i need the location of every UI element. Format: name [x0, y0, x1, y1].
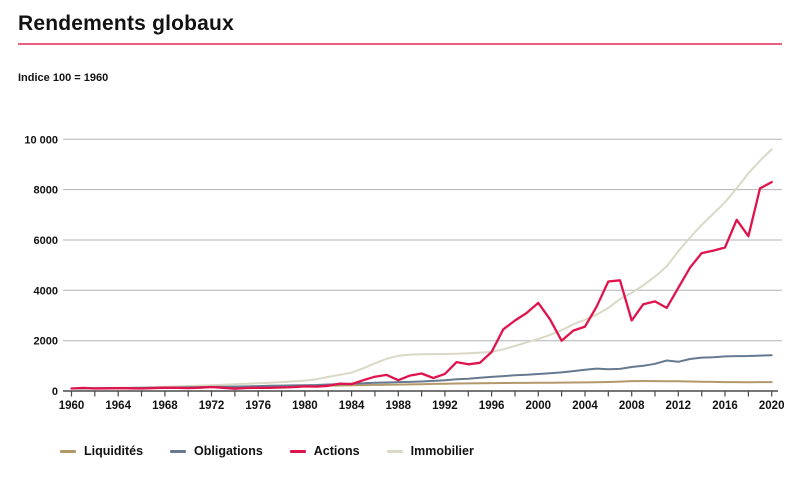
y-axis-tick-label: 6000: [34, 235, 58, 247]
x-axis-tick-label: 1960: [59, 400, 85, 412]
x-axis-tick-label: 2016: [712, 400, 738, 412]
legend-item-liquidites: Liquidités: [60, 444, 143, 458]
x-axis-tick-label: 2004: [572, 400, 598, 412]
x-axis-tick-label: 1984: [339, 400, 365, 412]
x-axis-tick-label: 1976: [245, 400, 271, 412]
legend-label: Immobilier: [410, 444, 474, 458]
series-line-immobilier: [70, 148, 773, 390]
chart-legend: Liquidités Obligations Actions Immobilier: [60, 444, 474, 458]
legend-item-immobilier: Immobilier: [386, 444, 474, 458]
x-axis-tick-label: 1964: [105, 400, 131, 412]
legend-item-obligations: Obligations: [170, 444, 263, 458]
page-title: Rendements globaux: [18, 12, 234, 35]
x-axis-tick-label: 2000: [526, 400, 552, 412]
x-axis-tick-label: 2020: [759, 400, 785, 412]
y-axis-tick-label: 4000: [34, 285, 58, 297]
y-axis-tick-label: 10 000: [24, 134, 58, 146]
legend-label: Obligations: [194, 444, 263, 458]
chart-subtitle: Indice 100 = 1960: [18, 72, 109, 84]
legend-label: Liquidités: [84, 444, 144, 458]
legend-swatch-icon: [386, 449, 403, 453]
x-axis-tick-label: 1972: [199, 400, 225, 412]
legend-swatch-icon: [289, 449, 306, 453]
series-line-actions: [70, 180, 773, 390]
x-axis-tick-label: 1992: [432, 400, 458, 412]
x-axis-tick-label: 2012: [666, 400, 692, 412]
legend-label: Actions: [313, 444, 360, 458]
x-axis-tick-label: 2008: [619, 400, 645, 412]
legend-swatch-icon: [170, 449, 187, 453]
x-axis-tick-label: 1996: [479, 400, 505, 412]
x-axis-tick-label: 1980: [292, 400, 318, 412]
title-rule: [18, 43, 782, 45]
x-axis-tick-label: 1988: [386, 400, 412, 412]
x-axis-tick-label: 1968: [152, 400, 178, 412]
y-axis-tick-label: 2000: [34, 336, 58, 348]
legend-swatch-icon: [60, 449, 76, 453]
y-axis-tick-label: 0: [52, 386, 58, 398]
y-axis-tick-label: 8000: [34, 185, 58, 197]
legend-item-actions: Actions: [289, 444, 360, 458]
